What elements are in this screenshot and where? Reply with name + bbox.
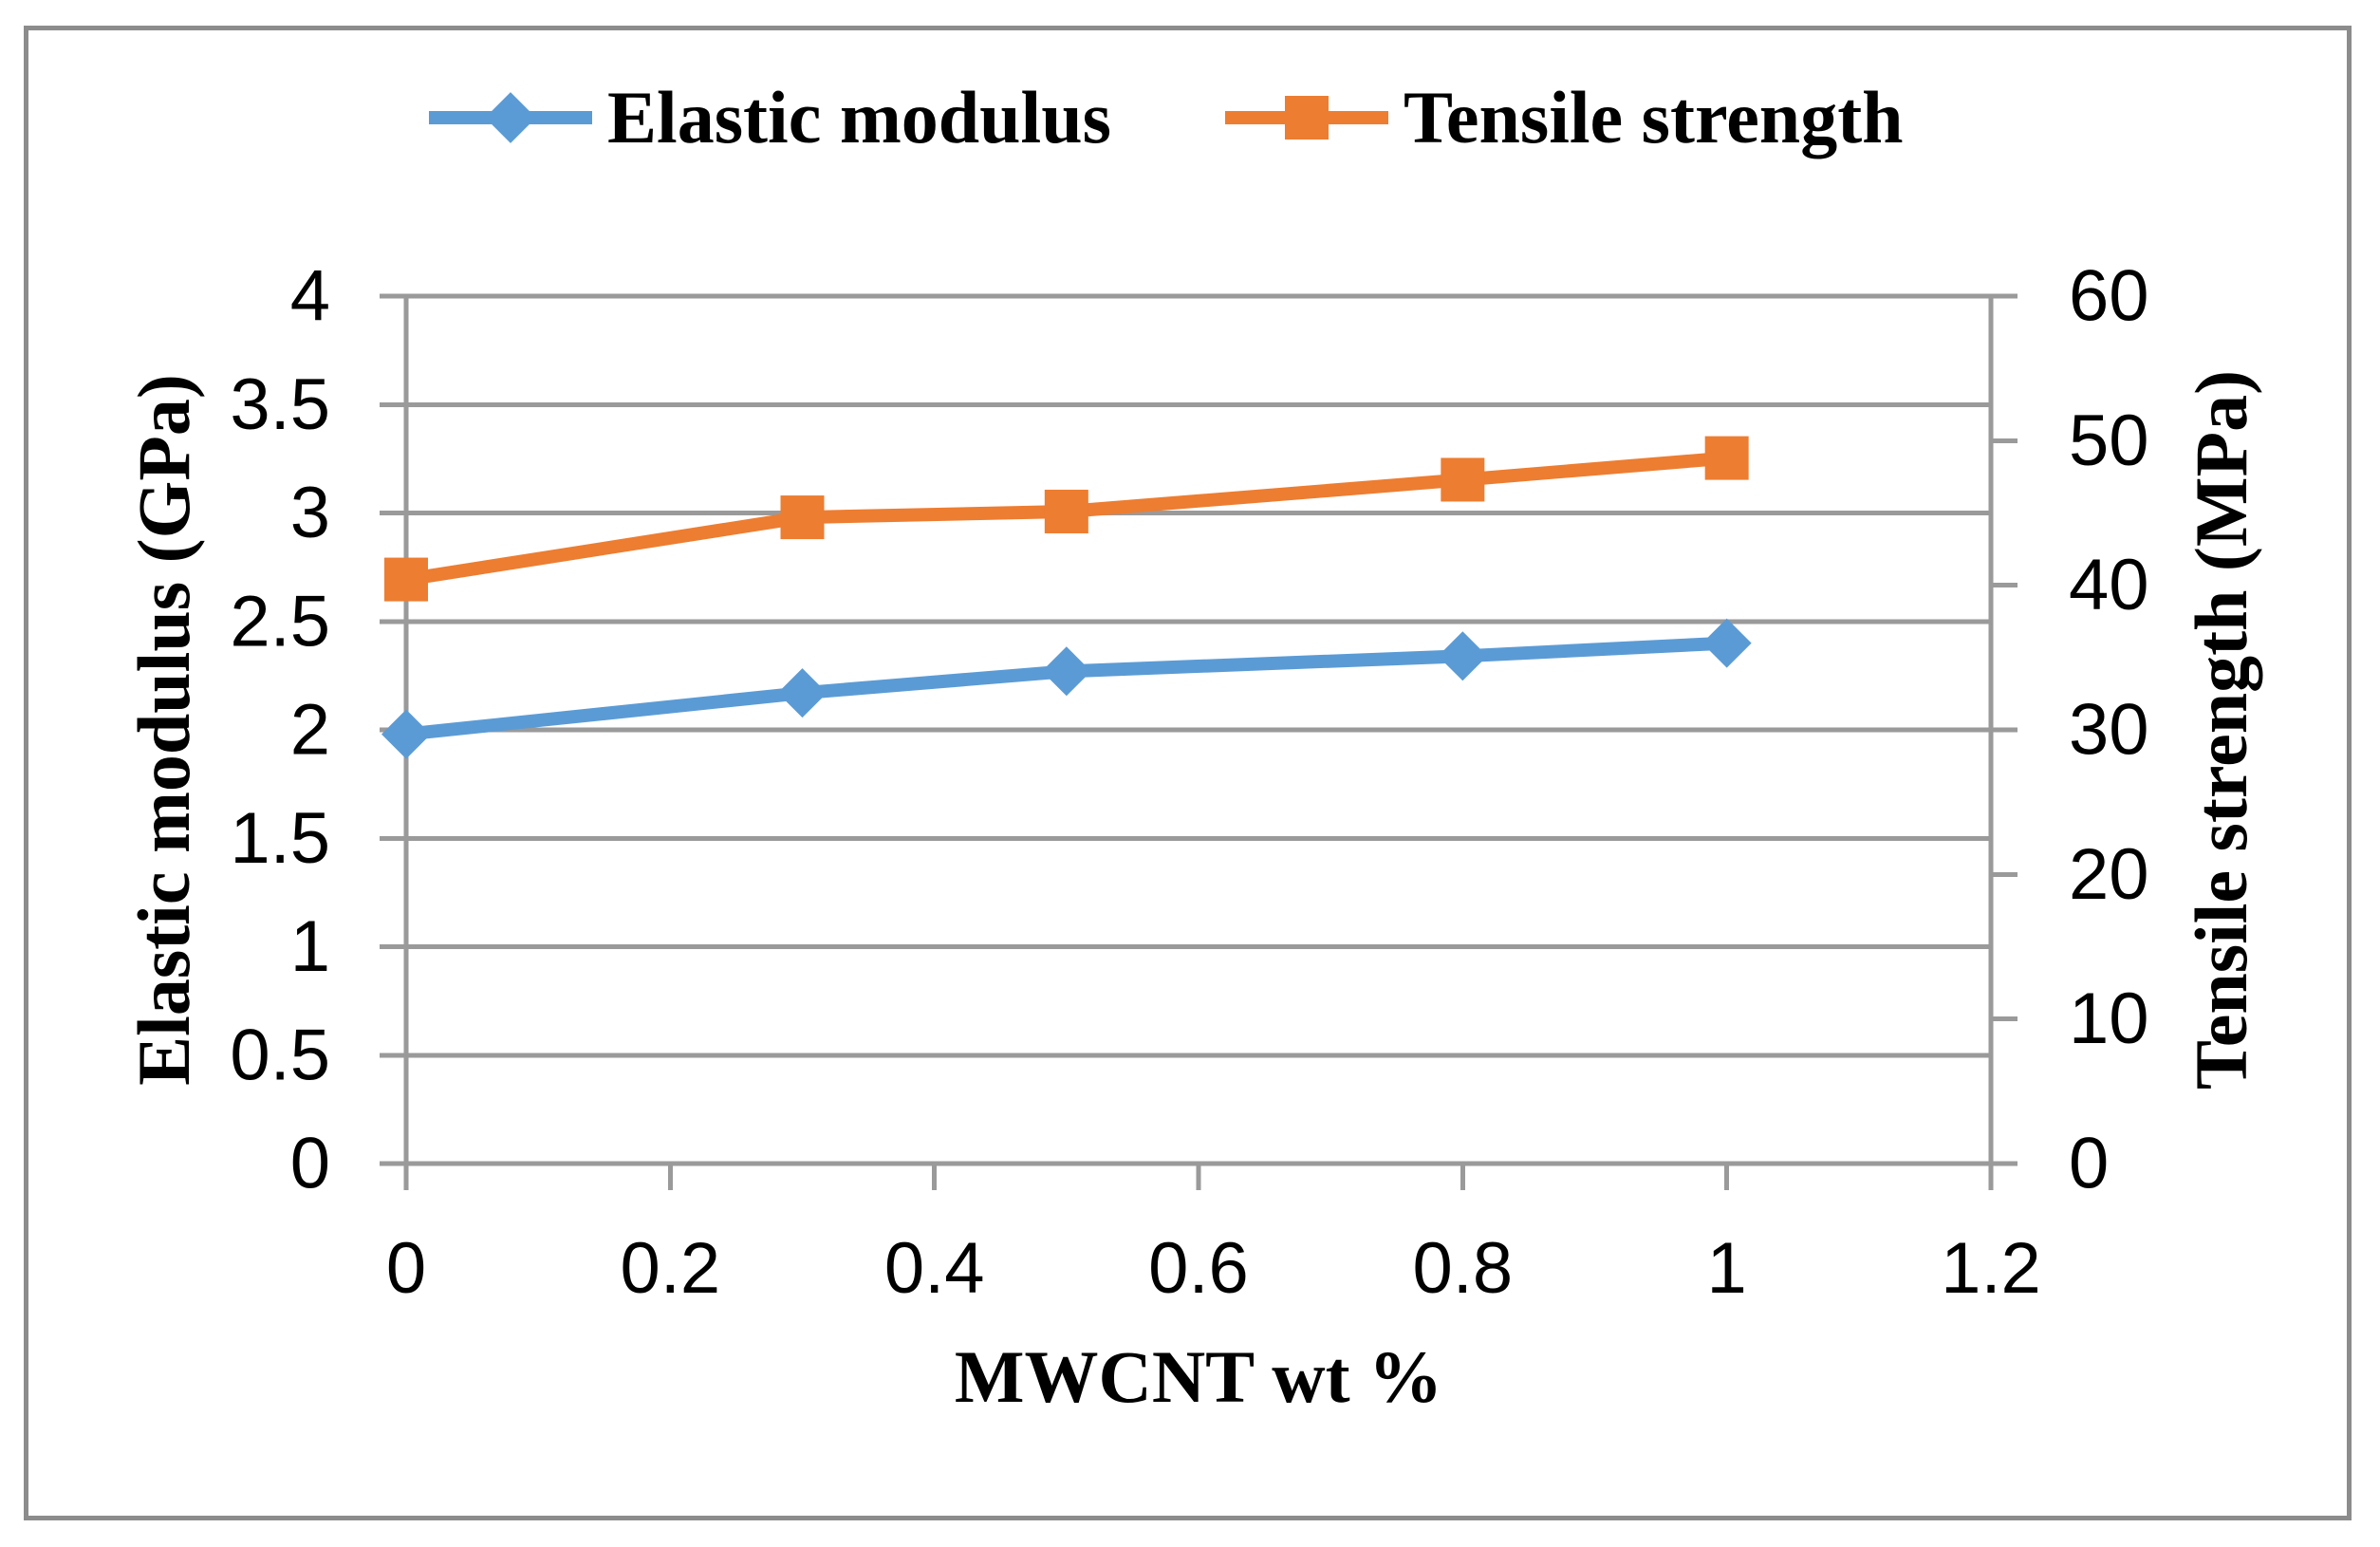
data-point-marker-diamond: [1701, 618, 1752, 668]
legend-label-tensile-strength: Tensile strength: [1403, 76, 1904, 158]
left-y-tick-label: 4: [290, 256, 330, 337]
data-point-marker-diamond: [1438, 631, 1488, 681]
data-point-marker-square: [1044, 489, 1088, 533]
data-point-marker-diamond: [381, 709, 431, 759]
right-y-tick-label: 30: [2069, 690, 2149, 771]
right-y-tick-label: 20: [2069, 834, 2149, 915]
legend-item-elastic-modulus: Elastic modulus: [429, 81, 1111, 155]
x-tick-label: 0: [386, 1228, 426, 1309]
data-point-marker-square: [1441, 457, 1485, 502]
legend-label-elastic-modulus: Elastic modulus: [607, 76, 1111, 158]
chart-border: [24, 26, 2352, 1520]
left-y-tick-label: 0: [290, 1124, 330, 1204]
x-tick-label: 0.6: [1148, 1228, 1249, 1309]
x-axis-title: MWCNT wt %: [954, 1335, 1443, 1418]
data-point-marker-square: [1704, 436, 1749, 480]
left-y-axis-title: Elastic modulus (GPa): [122, 374, 205, 1086]
legend-item-tensile-strength: Tensile strength: [1224, 76, 1904, 158]
x-tick-label: 0.4: [884, 1228, 985, 1309]
x-tick-label: 0.8: [1413, 1228, 1514, 1309]
left-y-tick-label: 1: [290, 906, 330, 987]
left-y-tick-label: 3.5: [230, 364, 330, 445]
data-point-marker-square: [384, 557, 428, 602]
x-tick-label: 1.2: [1941, 1228, 2041, 1309]
x-tick-label: 1: [1707, 1228, 1747, 1309]
legend-line-marker-elastic: [429, 92, 592, 143]
left-y-tick-label: 0.5: [230, 1015, 330, 1095]
right-y-tick-label: 60: [2069, 256, 2149, 337]
left-y-tick-label: 2: [290, 690, 330, 771]
right-y-tick-label: 10: [2069, 979, 2149, 1059]
left-y-tick-label: 3: [290, 473, 330, 553]
right-y-axis-title: Tensile strength (MPa): [2180, 369, 2262, 1090]
left-y-tick-label: 2.5: [230, 581, 330, 662]
data-point-marker-diamond: [777, 668, 827, 718]
data-point-marker-square: [780, 495, 825, 540]
left-y-tick-label: 1.5: [230, 798, 330, 879]
legend: Elastic modulus Tensile strength: [429, 80, 1904, 156]
x-tick-label: 0.2: [621, 1228, 721, 1309]
data-point-marker-diamond: [1041, 646, 1091, 697]
legend-line-marker-tensile: [1224, 96, 1388, 140]
square-marker-icon: [1284, 96, 1329, 140]
right-y-tick-label: 0: [2069, 1124, 2109, 1204]
right-y-tick-label: 50: [2069, 401, 2149, 481]
right-y-tick-label: 40: [2069, 545, 2149, 625]
